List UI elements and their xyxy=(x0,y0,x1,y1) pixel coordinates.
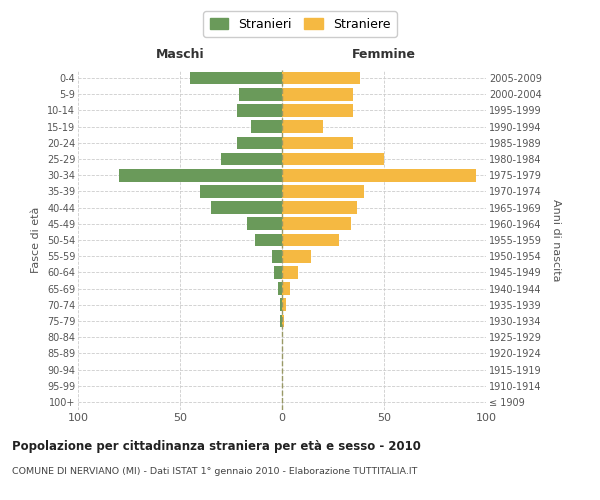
Bar xyxy=(280,298,282,311)
Bar xyxy=(272,250,282,262)
Bar xyxy=(282,104,353,117)
Text: Femmine: Femmine xyxy=(352,48,416,62)
Bar xyxy=(274,266,282,278)
Bar xyxy=(211,202,282,214)
Bar xyxy=(282,266,298,278)
Bar xyxy=(282,314,284,328)
Bar xyxy=(282,234,339,246)
Bar xyxy=(282,136,353,149)
Y-axis label: Anni di nascita: Anni di nascita xyxy=(551,198,561,281)
Bar xyxy=(282,152,384,166)
Bar xyxy=(282,120,323,133)
Bar xyxy=(282,185,364,198)
Bar xyxy=(282,282,290,295)
Bar xyxy=(190,72,282,85)
Bar xyxy=(247,218,282,230)
Bar xyxy=(282,88,353,101)
Bar xyxy=(256,234,282,246)
Bar xyxy=(119,169,282,181)
Bar xyxy=(282,250,311,262)
Bar xyxy=(282,169,476,181)
Text: Popolazione per cittadinanza straniera per età e sesso - 2010: Popolazione per cittadinanza straniera p… xyxy=(12,440,421,453)
Text: Maschi: Maschi xyxy=(155,48,205,62)
Text: COMUNE DI NERVIANO (MI) - Dati ISTAT 1° gennaio 2010 - Elaborazione TUTTITALIA.I: COMUNE DI NERVIANO (MI) - Dati ISTAT 1° … xyxy=(12,468,418,476)
Bar xyxy=(251,120,282,133)
Bar xyxy=(282,298,286,311)
Bar xyxy=(278,282,282,295)
Legend: Stranieri, Straniere: Stranieri, Straniere xyxy=(203,11,397,37)
Bar xyxy=(239,88,282,101)
Bar xyxy=(280,314,282,328)
Y-axis label: Fasce di età: Fasce di età xyxy=(31,207,41,273)
Bar xyxy=(282,72,359,85)
Bar xyxy=(200,185,282,198)
Bar xyxy=(237,104,282,117)
Bar xyxy=(221,152,282,166)
Bar xyxy=(237,136,282,149)
Bar xyxy=(282,202,358,214)
Bar xyxy=(282,218,352,230)
